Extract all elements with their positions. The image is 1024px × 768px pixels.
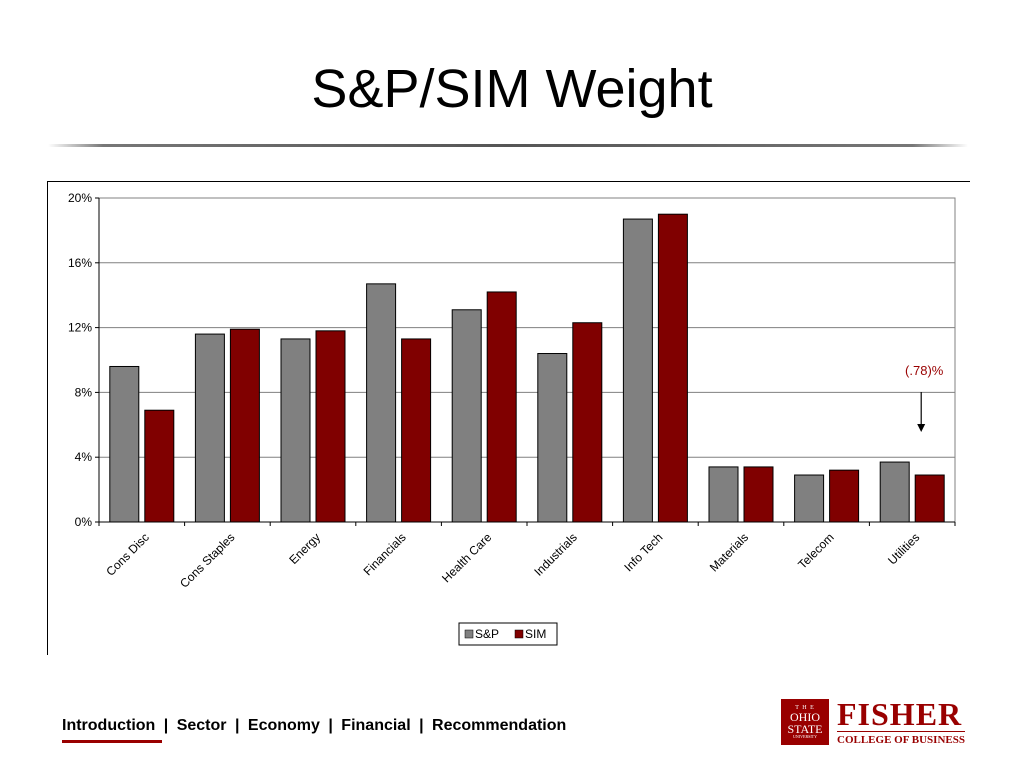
seal-line-2: STATE xyxy=(787,722,823,736)
x-tick-label: Health Care xyxy=(439,530,494,585)
bar-sp xyxy=(280,338,311,523)
x-tick-label: Cons Staples xyxy=(177,530,237,590)
nav-item-recommendation[interactable]: Recommendation xyxy=(432,717,567,734)
nav-separator: | xyxy=(163,717,169,734)
bar-sp xyxy=(451,309,482,523)
nav-separator: | xyxy=(328,717,333,734)
bar-sim xyxy=(829,469,860,523)
legend-label-sp: S&P xyxy=(475,627,499,641)
x-tick-label: Cons Disc xyxy=(103,530,152,579)
logo-subtitle: COLLEGE OF BUSINESS xyxy=(837,730,965,746)
bar-sim xyxy=(572,322,603,523)
y-tick-label: 12% xyxy=(68,321,92,335)
annotation-label: (.78)% xyxy=(905,363,944,378)
bar-sim xyxy=(914,474,945,523)
nav-item-financial[interactable]: Financial xyxy=(341,717,411,734)
bar-sim xyxy=(657,213,688,523)
y-tick-label: 16% xyxy=(68,256,92,270)
bar-sp xyxy=(194,333,225,523)
bar-sim xyxy=(486,291,517,523)
seal-top-text: T H E xyxy=(795,705,815,711)
footer-navigation: Introduction | Sector | Economy | Financ… xyxy=(62,717,566,735)
seal-line-1: OHIO xyxy=(790,710,820,724)
title-divider xyxy=(48,144,968,147)
y-tick-label: 0% xyxy=(75,515,93,529)
x-tick-label: Energy xyxy=(286,530,323,567)
bar-sim xyxy=(315,330,346,523)
y-tick-label: 20% xyxy=(68,191,92,205)
nav-item-sector[interactable]: Sector xyxy=(176,717,227,734)
nav-item-economy[interactable]: Economy xyxy=(247,717,320,734)
bar-sp xyxy=(109,365,140,523)
chart-area: 0% 4% 8% 12% 16% 20% Cons Disc Cons Staples Ener… xyxy=(47,181,970,655)
nav-item-introduction[interactable]: Introduction xyxy=(62,717,156,734)
x-tick-label: Utilities xyxy=(885,530,922,567)
y-tick-label: 8% xyxy=(75,385,93,399)
legend-label-sim: SIM xyxy=(525,627,546,641)
logo-wordmark: FISHER COLLEGE OF BUSINESS xyxy=(837,695,965,746)
legend-swatch-sp xyxy=(464,629,474,639)
x-tick-label: Industrials xyxy=(531,530,580,579)
x-tick-label: Telecom xyxy=(795,530,836,571)
fisher-logo: T H E OHIO STATE UNIVERSITY FISHER COLLE… xyxy=(781,698,965,746)
bar-sim xyxy=(144,409,175,523)
legend-swatch-sim xyxy=(514,629,524,639)
annotation-arrow-head xyxy=(917,424,926,432)
bar-sim xyxy=(401,338,432,523)
plot-area xyxy=(98,197,956,523)
x-tick-label: Financials xyxy=(361,530,409,578)
seal-line-3: UNIVERSITY xyxy=(793,734,817,739)
active-nav-underline xyxy=(62,740,162,743)
logo-name: FISHER xyxy=(837,695,963,732)
bar-sp xyxy=(537,353,568,523)
y-tick-label: 4% xyxy=(75,450,93,464)
legend-box xyxy=(458,622,558,646)
nav-separator: | xyxy=(234,717,240,734)
bar-sp xyxy=(622,218,653,523)
bar-sim xyxy=(743,466,774,523)
nav-separator: | xyxy=(419,717,424,734)
x-tick-label: Info Tech xyxy=(621,530,665,574)
ohio-state-seal: T H E OHIO STATE UNIVERSITY xyxy=(781,699,829,745)
bar-sp xyxy=(366,283,397,523)
bar-sp xyxy=(794,474,825,523)
bar-sp xyxy=(708,466,739,523)
slide-title: S&P/SIM Weight xyxy=(311,59,713,119)
bar-chart: 0% 4% 8% 12% 16% 20% Cons Disc Cons Staples Ener… xyxy=(68,191,956,646)
bar-sim xyxy=(229,328,260,523)
x-tick-label: Materials xyxy=(707,530,751,574)
bar-sp xyxy=(879,461,910,523)
